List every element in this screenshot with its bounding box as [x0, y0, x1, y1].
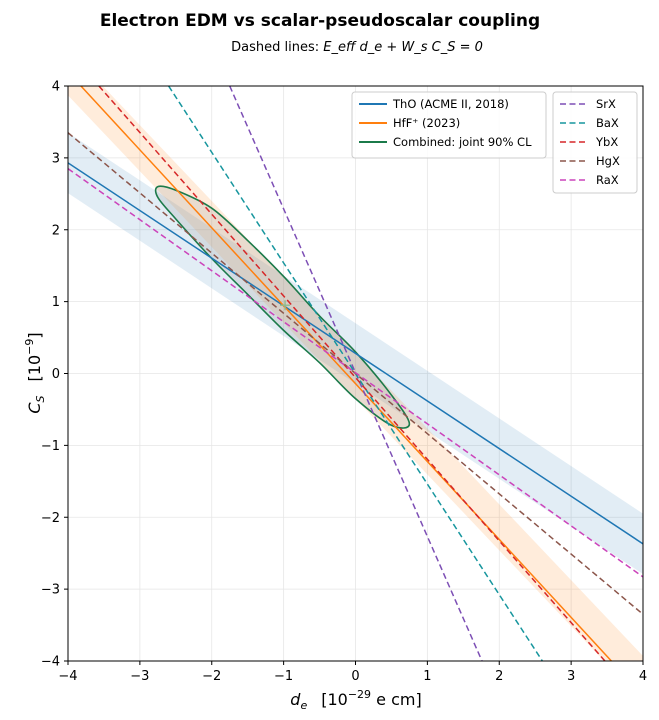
x-tick-label: 1 — [423, 669, 431, 684]
legend-dashed: SrX BaX YbX HgX RaX — [552, 91, 638, 194]
subtitle-equation: E_eff d_e + W_s C_S = 0 — [323, 40, 483, 55]
y-tick-label: 3 — [52, 151, 60, 166]
line-tho-acme-ii-2018 — [68, 162, 643, 545]
legend-label-combined-joint-90-cl: Combined: joint 90% CL — [393, 135, 532, 149]
y-tick-label: −4 — [41, 655, 60, 670]
x-tick-label: −1 — [274, 669, 293, 684]
y-label-symbol: C — [25, 402, 44, 414]
line-ybx — [98, 86, 606, 661]
y-tick-label: 0 — [52, 367, 60, 382]
y-label-subscript: S — [34, 395, 47, 402]
best-fit-plus-marker — [280, 300, 291, 311]
x-label-unit-exponent: −29 — [348, 688, 371, 701]
legend-main-entries: ThO (ACME II, 2018) HfF⁺ (2023) Combined: … — [359, 97, 532, 149]
x-tick-label: 0 — [351, 669, 359, 684]
y-tick-label: −3 — [41, 583, 60, 598]
chart-title: Electron EDM vs scalar-pseudoscalar coup… — [100, 11, 540, 31]
y-label-unit-close: ] — [25, 332, 44, 338]
y-tick-label: −1 — [41, 439, 60, 454]
x-tick-label: 3 — [567, 669, 575, 684]
chart-subtitle: Dashed lines: E_eff d_e + W_s C_S = 0 — [231, 40, 483, 55]
y-tick-label: 4 — [52, 80, 60, 95]
legend-label-tho-acme-ii-2018: ThO (ACME II, 2018) — [392, 97, 509, 111]
legend-label-bax: BaX — [596, 116, 619, 130]
legend-label-hff-2023: HfF⁺ (2023) — [393, 116, 460, 130]
x-label-unit-open: [10 — [321, 690, 348, 709]
legend-label-rax: RaX — [596, 173, 619, 187]
y-tick-label: 1 — [52, 295, 60, 310]
y-tick-label: 2 — [52, 223, 60, 238]
legend-label-srx: SrX — [596, 97, 616, 111]
x-axis-label: de [10−29 e cm] — [290, 688, 421, 712]
x-tick-label: −2 — [202, 669, 221, 684]
legend-label-ybx: YbX — [595, 135, 618, 149]
line-hff-2023 — [80, 86, 612, 661]
line-rax — [68, 168, 643, 578]
y-label-unit-exponent: −9 — [23, 339, 36, 355]
y-axis-label: CS [10−9] — [23, 332, 47, 413]
legend-label-hgx: HgX — [596, 154, 620, 168]
best-fit-marker — [280, 300, 291, 311]
y-tick-label: −2 — [41, 511, 60, 526]
x-tick-label: −4 — [58, 669, 77, 684]
subtitle-prefix: Dashed lines: — [231, 40, 323, 55]
x-tick-label: 4 — [639, 669, 647, 684]
legend-main-box — [351, 91, 547, 159]
y-label-unit-open: [10 — [25, 355, 44, 382]
x-label-unit-close: e cm] — [371, 690, 422, 709]
x-tick-label: 2 — [495, 669, 503, 684]
constraint-lines — [68, 86, 643, 661]
x-tick-label: −3 — [130, 669, 149, 684]
legend-main: ThO (ACME II, 2018) HfF⁺ (2023) Combined: … — [351, 91, 547, 159]
x-label-subscript: e — [300, 699, 307, 712]
x-label-symbol: d — [290, 690, 301, 709]
y-axis-ticks: −4 −3 −2 −1 0 1 2 3 4 — [41, 80, 68, 670]
x-axis-ticks: −4 −3 −2 −1 0 1 2 3 4 — [58, 661, 647, 684]
legend-dashed-entries: SrX BaX YbX HgX RaX — [560, 97, 620, 187]
legend-dashed-box — [552, 91, 638, 194]
